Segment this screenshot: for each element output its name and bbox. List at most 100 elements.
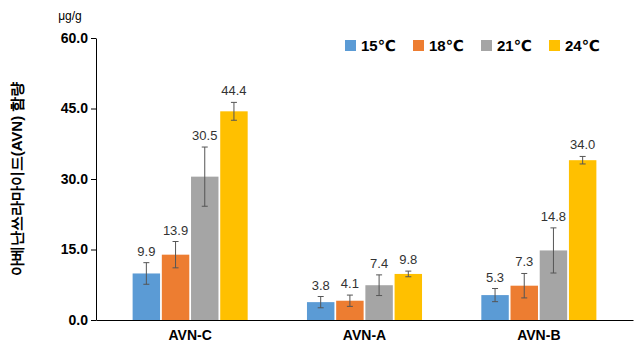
y-tick-label: 60.0 (61, 30, 88, 46)
error-bar-stem (582, 156, 583, 164)
error-bar-cap (173, 267, 179, 268)
legend-item: 15℃ (345, 37, 396, 54)
y-tick-label: 0.0 (69, 312, 89, 328)
y-axis: 0.0 15.0 30.0 45.0 60.0 (61, 30, 97, 328)
error-bar-cap (492, 288, 498, 289)
data-label: 9.9 (137, 244, 155, 259)
error-bar (318, 297, 324, 308)
error-bar-stem (553, 228, 554, 273)
error-bar (231, 102, 237, 120)
annotation: μg/g (58, 9, 82, 23)
data-label: 13.9 (163, 223, 188, 238)
error-bar (492, 289, 498, 302)
error-bar (580, 156, 586, 164)
y-tick-label: 45.0 (61, 100, 88, 116)
x-axis-line (97, 320, 634, 321)
error-bar (521, 273, 527, 297)
plot: 0.015.030.045.060.0AVN-CAVN-AAVN-B9.93.8… (61, 30, 634, 343)
error-bar-stem (175, 242, 176, 268)
error-bar-cap (405, 271, 411, 272)
legend-item: 21℃ (481, 37, 532, 54)
y-tick: 60.0 (61, 30, 96, 46)
error-bar-cap (347, 295, 353, 296)
error-bar (143, 263, 149, 285)
data-label: 4.1 (341, 276, 359, 291)
legend-swatch (345, 40, 356, 51)
error-bar-cap (521, 297, 527, 298)
legend-label: 18℃ (429, 37, 464, 54)
legend-label: 15℃ (361, 37, 396, 54)
y-tick: 0.0 (69, 312, 96, 328)
error-bar-cap (521, 273, 527, 274)
data-label: 34.0 (570, 137, 595, 152)
error-bar-stem (379, 275, 380, 296)
marks (133, 102, 597, 320)
y-tick: 30.0 (61, 171, 96, 187)
x-tick-label: AVN-C (169, 327, 212, 343)
error-bar (405, 271, 411, 277)
error-bar-stem (320, 297, 321, 308)
y-tick-mark (91, 109, 96, 110)
error-bar-stem (408, 271, 409, 277)
legend-item: 24℃ (549, 37, 600, 54)
x-axis: AVN-C AVN-A AVN-B (97, 321, 634, 343)
error-bar (550, 228, 556, 273)
legend-swatch (549, 40, 560, 51)
error-bar-cap (143, 262, 149, 263)
error-bar-cap (405, 276, 411, 277)
error-bar-cap (550, 273, 556, 274)
x-tick: AVN-B (517, 327, 560, 343)
error-bar-stem (146, 263, 147, 285)
bar (395, 274, 422, 320)
series (220, 102, 596, 320)
error-bar-cap (492, 301, 498, 302)
error-bar-stem (495, 289, 496, 302)
error-bar (202, 147, 208, 206)
error-bar-cap (318, 296, 324, 297)
legend-label: 21℃ (497, 37, 532, 54)
x-tick: AVN-A (343, 327, 386, 343)
error-bar-cap (580, 163, 586, 164)
data-label: 30.5 (192, 128, 217, 143)
x-tick-label: AVN-B (517, 327, 560, 343)
error-bar-stem (233, 102, 234, 120)
legend: 15℃ 18℃ 21℃ 24℃ (345, 37, 600, 54)
legend-label: 24℃ (565, 37, 600, 54)
error-bar (376, 275, 382, 296)
y-tick-mark (91, 179, 96, 180)
error-bar-cap (143, 284, 149, 285)
y-tick-label: 15.0 (61, 241, 88, 257)
error-bar-cap (173, 241, 179, 242)
y-axis-line (96, 39, 97, 321)
y-tick-label: 30.0 (61, 171, 88, 187)
bar (220, 111, 247, 320)
data-label: 7.3 (515, 254, 533, 269)
error-bar-cap (347, 306, 353, 307)
x-tick-label: AVN-A (343, 327, 386, 343)
error-bar-cap (376, 274, 382, 275)
y-tick-mark (91, 250, 96, 251)
legend-swatch (413, 40, 424, 51)
error-bar-cap (231, 102, 237, 103)
data-labels: 9.93.85.313.94.17.330.57.414.844.49.834.… (137, 83, 595, 292)
error-bar (347, 295, 353, 306)
legend-swatch (481, 40, 492, 51)
x-tick: AVN-C (169, 327, 212, 343)
error-bar-cap (580, 156, 586, 157)
error-bar-cap (231, 120, 237, 121)
error-bar-cap (202, 147, 208, 148)
y-tick: 15.0 (61, 241, 96, 257)
error-bar-stem (524, 273, 525, 297)
data-label: 44.4 (221, 83, 246, 98)
error-bar (173, 242, 179, 268)
error-bar-stem (349, 295, 350, 306)
data-label: 9.8 (399, 252, 417, 267)
error-bar-cap (202, 206, 208, 207)
error-bar-cap (318, 307, 324, 308)
chart-container: 0.015.030.045.060.0AVN-CAVN-AAVN-B9.93.8… (0, 0, 637, 360)
chart-svg: 0.015.030.045.060.0AVN-CAVN-AAVN-B9.93.8… (0, 0, 637, 360)
legend-item: 18℃ (413, 37, 464, 54)
error-bar-cap (376, 295, 382, 296)
y-axis-title: 아베난쓰라마이드(AVN) 함량 (8, 82, 25, 277)
bar (569, 160, 596, 320)
